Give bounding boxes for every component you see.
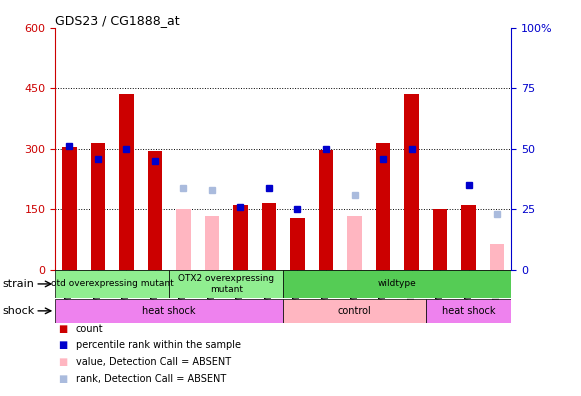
- Bar: [91, 143, 105, 270]
- Bar: [119, 94, 134, 270]
- Text: ■: ■: [58, 324, 67, 334]
- Text: heat shock: heat shock: [142, 306, 196, 316]
- Text: control: control: [338, 306, 371, 316]
- Bar: [290, 217, 304, 270]
- Text: strain: strain: [3, 279, 35, 289]
- Bar: [284, 299, 426, 323]
- Bar: [284, 270, 511, 298]
- Text: value, Detection Call = ABSENT: value, Detection Call = ABSENT: [76, 357, 231, 367]
- Text: wildtype: wildtype: [378, 280, 417, 288]
- Text: ■: ■: [58, 357, 67, 367]
- Bar: [262, 204, 276, 270]
- Text: OTX2 overexpressing
mutant: OTX2 overexpressing mutant: [178, 274, 274, 293]
- Bar: [376, 143, 390, 270]
- Bar: [177, 209, 191, 270]
- Text: GDS23 / CG1888_at: GDS23 / CG1888_at: [55, 13, 180, 27]
- Bar: [55, 299, 284, 323]
- Bar: [234, 206, 248, 270]
- Bar: [62, 147, 77, 270]
- Text: ■: ■: [58, 373, 67, 384]
- Text: percentile rank within the sample: percentile rank within the sample: [76, 340, 241, 350]
- Text: ■: ■: [58, 340, 67, 350]
- Bar: [148, 151, 162, 270]
- Bar: [404, 94, 419, 270]
- Bar: [426, 299, 511, 323]
- Text: rank, Detection Call = ABSENT: rank, Detection Call = ABSENT: [76, 373, 226, 384]
- Bar: [490, 244, 504, 270]
- Bar: [319, 150, 333, 270]
- Text: otd overexpressing mutant: otd overexpressing mutant: [51, 280, 174, 288]
- Bar: [461, 206, 476, 270]
- Bar: [205, 215, 219, 270]
- Text: count: count: [76, 324, 103, 334]
- Text: shock: shock: [3, 306, 35, 316]
- Bar: [169, 270, 284, 298]
- Bar: [347, 215, 361, 270]
- Text: heat shock: heat shock: [442, 306, 495, 316]
- Bar: [433, 209, 447, 270]
- Bar: [55, 270, 169, 298]
